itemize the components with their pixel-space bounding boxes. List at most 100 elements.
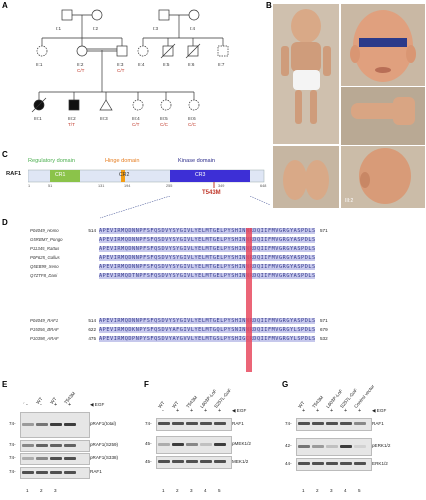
blot-band [172, 442, 184, 446]
lane-number: 3 [54, 488, 57, 493]
treatment-sign: + [330, 408, 334, 414]
alignment-species: P0F625_Gallus [30, 255, 60, 260]
alignment-start: 514 [88, 318, 96, 323]
pedigree-female-i2 [91, 9, 103, 21]
pedigree-label-iii4: III:4 [132, 116, 140, 121]
blot-band [64, 422, 76, 426]
alignment-end: 532 [320, 336, 328, 341]
alignment-sequence: APEVIRMQDNNPFSFQSDVYSYGIVLYELMTGELPYSHIN… [99, 237, 315, 243]
panel-label-b: B [266, 1, 272, 10]
molecular-weight-marker: 45- [145, 441, 152, 446]
alignment-start: 514 [88, 228, 96, 233]
genotype-ii2: C/T [77, 68, 85, 73]
band-label: RAF1 [90, 469, 102, 474]
genotype-iii5: C/C [160, 122, 168, 127]
alignment-species: Q5EB99_Xeno [30, 264, 59, 269]
lane-number: 4 [344, 488, 347, 493]
blot-band [340, 444, 352, 448]
zoom-lines [99, 196, 270, 219]
band-label: MEK1/2 [232, 458, 249, 464]
pedigree-female-iii6 [188, 99, 200, 111]
domain-diagram [28, 169, 265, 188]
blot-strip [20, 412, 90, 438]
pedigree-label-i2: I:2 [93, 26, 99, 31]
molecular-weight-marker: 45- [145, 458, 152, 464]
lane-number: 3 [330, 488, 333, 493]
blot-band [64, 470, 76, 474]
blot-band [326, 444, 338, 448]
blot-band [200, 460, 212, 463]
blot-band [36, 422, 48, 426]
pedigree-chart [31, 9, 229, 113]
pedigree-male-ii6 [187, 45, 199, 57]
pedigree-label-iii5: III:5 [160, 116, 168, 121]
blot-band [214, 442, 226, 446]
blot-band [158, 442, 170, 446]
band-label: RAF1 [372, 420, 384, 426]
blot-band [326, 422, 338, 425]
lane-label: Control vector [353, 383, 376, 409]
western-blot-g: ◀ EGF WT T543M L603P-LoF S257L-GoF Control ve… [280, 380, 426, 500]
genotype-ii3: C/T [117, 68, 125, 73]
sequence-alignment: P04049_Homo 514 APEVIRMQDNNPFSFQSDVYSYGIVL… [8, 228, 426, 378]
cr2-label: CR2 [119, 172, 130, 178]
blot-band [50, 456, 62, 460]
lane-number: 5 [218, 488, 221, 493]
treatment-sign: + [54, 402, 58, 408]
pedigree-male-i3 [158, 9, 170, 21]
pedigree-female-ii4 [137, 45, 149, 57]
lane-number: 1 [302, 488, 305, 493]
lane-number: 2 [40, 488, 43, 493]
western-blot-e: ◀ EGF - WT WT T543M - - + + pRAF1(total) 74- pRAF1(… [0, 380, 142, 500]
panel-label-g: G [282, 380, 289, 389]
band-label: pERK1/2 [372, 443, 391, 448]
blot-band [312, 462, 324, 465]
panel-label-c: C [2, 150, 8, 159]
domain-tick-648: 648 [260, 184, 267, 188]
alignment-species: P15056_BRAF [30, 327, 59, 332]
band-label: pRAF1(total) [90, 421, 117, 426]
blot-band [36, 456, 48, 460]
blot-band [312, 422, 324, 425]
treatment-sign: + [204, 408, 208, 414]
band-label: pRAF1(S259) [90, 442, 119, 447]
pedigree-label-ii7: II:7 [218, 62, 225, 67]
pedigree-label-iii2: III:2 [68, 116, 76, 121]
cr1-label: CR1 [55, 172, 66, 178]
pedigree-miscarriage-iii3 [99, 99, 113, 111]
cr2-domain [121, 170, 125, 182]
pedigree-female-iii4 [132, 99, 144, 111]
treatment-sign: + [316, 408, 320, 414]
alignment-sequence: APEVIRMQDNNPFSFQSDVYSYGIVLYELMTGELPYSHIN… [99, 246, 315, 252]
treatment-sign: + [218, 408, 222, 414]
patient-photo-profile: III:2 [340, 145, 426, 209]
blot-band [22, 470, 34, 474]
photo-label: III:2 [345, 198, 354, 204]
alignment-end: 571 [320, 228, 328, 233]
treatment-sign: + [302, 408, 306, 414]
domain-ticks: 1 51 131 194 255 349 648 [28, 184, 268, 190]
pedigree-label-i1: I:1 [56, 26, 62, 31]
blot-band [64, 443, 76, 447]
alignment-sequence: APEVIRMQDTNPFSFQSDVYSYGIVLYELMTGELPYSHIN… [99, 273, 315, 279]
pedigree-affected-male-iii2 [68, 99, 80, 111]
mutation-column-highlight [246, 228, 252, 372]
lane-number: 1 [26, 488, 29, 493]
molecular-weight-marker: 74- [9, 442, 16, 447]
molecular-weight-marker: 42- [285, 443, 292, 448]
blot-band [298, 444, 310, 448]
alignment-end: 679 [320, 327, 328, 332]
panel-label-e: E [2, 380, 8, 389]
blot-band [312, 444, 324, 448]
blot-band [186, 460, 198, 463]
alignment-sequence: APEVIRMQDNNPFSFQSDVYSYGIVLYELMTGELPYSHIN… [99, 228, 315, 234]
pedigree-female-ii2 [76, 45, 88, 57]
patient-photo-face [340, 3, 426, 87]
treatment-sign: + [176, 408, 180, 414]
band-label: RAF1 [232, 420, 244, 426]
alignment-sequence: APEVIRMQDNNPFSFQSDVYSYGIVLYELMTGELPYSHIN… [99, 255, 315, 261]
molecular-weight-marker: 44- [285, 460, 292, 466]
treatment-sign: - [40, 402, 42, 408]
blot-band [214, 422, 226, 425]
pedigree-male-ii7 [217, 45, 229, 57]
